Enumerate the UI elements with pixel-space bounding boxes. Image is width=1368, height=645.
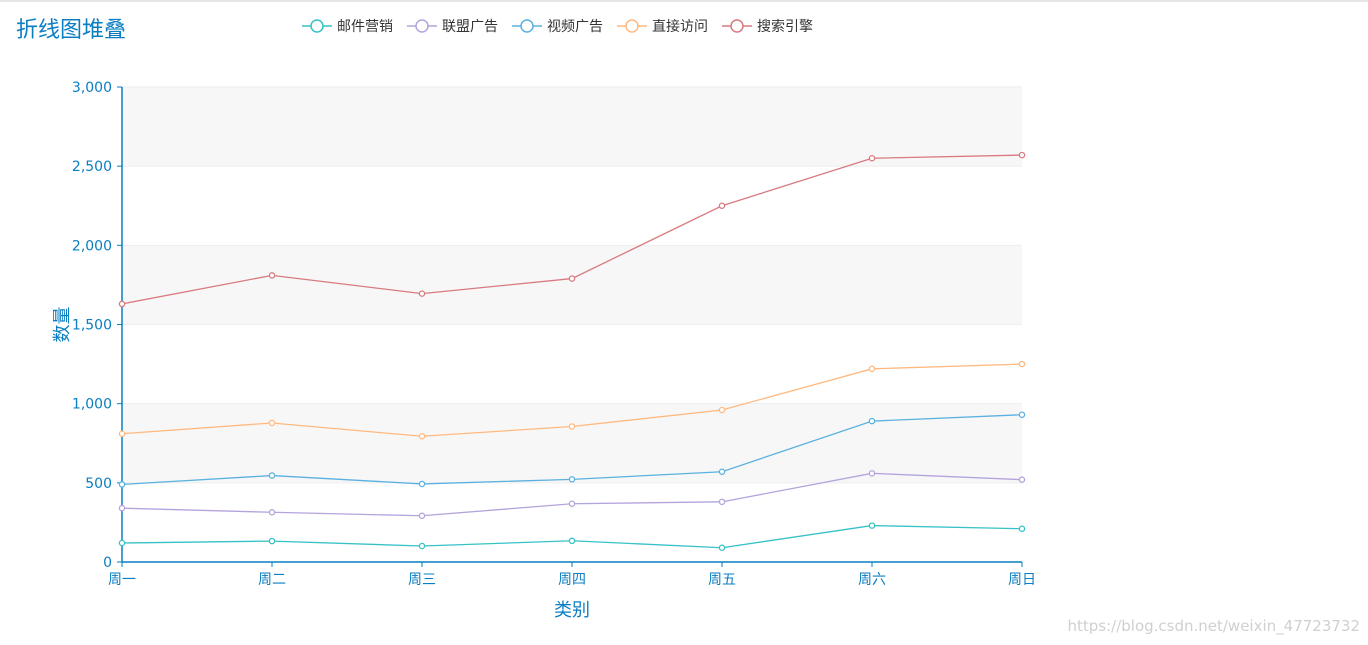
- split-area-band: [122, 87, 1022, 167]
- data-point[interactable]: [1018, 151, 1026, 159]
- data-point[interactable]: [868, 522, 876, 529]
- x-axis-title: 类别: [554, 600, 590, 621]
- data-point[interactable]: [868, 154, 876, 162]
- legend-marker-icon: [722, 19, 752, 33]
- data-point[interactable]: [418, 290, 426, 297]
- split-area-band: [122, 403, 1022, 483]
- legend-item-video[interactable]: 视频广告: [512, 16, 603, 36]
- legend-marker-icon: [617, 19, 647, 33]
- data-point[interactable]: [718, 498, 726, 506]
- legend-marker-icon: [302, 19, 332, 33]
- data-point[interactable]: [268, 509, 276, 516]
- split-area-band: [122, 324, 1022, 404]
- data-point[interactable]: [868, 470, 876, 477]
- x-tick-label: 周五: [708, 572, 736, 588]
- legend-label: 直接访问: [652, 19, 708, 35]
- legend-label: 视频广告: [547, 19, 603, 35]
- data-point[interactable]: [1018, 476, 1026, 483]
- data-point[interactable]: [118, 481, 126, 488]
- y-tick-label: 2,500: [72, 159, 112, 175]
- data-point[interactable]: [1018, 411, 1026, 418]
- chart-title: 折线图堆叠: [16, 18, 127, 43]
- x-tick-label: 周四: [558, 572, 586, 588]
- split-area-band: [122, 245, 1022, 325]
- top-divider: [0, 0, 1368, 2]
- data-point[interactable]: [718, 406, 726, 414]
- x-tick-label: 周六: [858, 572, 886, 588]
- x-tick-label: 周三: [408, 572, 436, 588]
- data-point[interactable]: [568, 537, 576, 545]
- data-point[interactable]: [568, 423, 576, 430]
- split-area-band: [122, 482, 1022, 562]
- legend-marker-icon: [407, 19, 437, 33]
- data-point[interactable]: [418, 480, 426, 488]
- x-tick-label: 周一: [108, 572, 136, 588]
- y-tick-label: 1,500: [72, 318, 112, 334]
- legend-item-email[interactable]: 邮件营销: [302, 16, 393, 36]
- data-point[interactable]: [718, 468, 726, 475]
- watermark: https://blog.csdn.net/weixin_47723732: [1067, 617, 1360, 635]
- x-tick-label: 周二: [258, 572, 286, 588]
- legend-item-direct[interactable]: 直接访问: [617, 16, 708, 36]
- split-area-band: [122, 166, 1022, 246]
- data-point[interactable]: [268, 272, 276, 279]
- data-point[interactable]: [568, 476, 576, 483]
- legend-label: 联盟广告: [442, 19, 498, 35]
- data-point[interactable]: [1018, 525, 1026, 533]
- data-point[interactable]: [268, 472, 276, 479]
- y-tick-label: 1,000: [72, 397, 112, 413]
- chart-legend: 邮件营销 联盟广告 视频广告 直接访问 搜索引擎: [302, 16, 827, 36]
- legend-label: 邮件营销: [337, 19, 393, 35]
- x-tick-label: 周日: [1008, 572, 1036, 588]
- data-point[interactable]: [868, 365, 876, 373]
- data-point[interactable]: [1018, 360, 1026, 368]
- data-point[interactable]: [268, 537, 276, 545]
- y-axis-title: 数量: [52, 307, 73, 343]
- data-point[interactable]: [118, 504, 126, 512]
- legend-label: 搜索引擎: [757, 19, 813, 35]
- y-tick-label: 3,000: [72, 80, 112, 96]
- y-tick-label: 500: [85, 476, 112, 492]
- data-point[interactable]: [868, 417, 876, 425]
- legend-item-alliance[interactable]: 联盟广告: [407, 16, 498, 36]
- y-tick-label: 0: [103, 555, 112, 571]
- data-point[interactable]: [118, 300, 126, 308]
- data-point[interactable]: [418, 512, 426, 520]
- data-point[interactable]: [718, 202, 726, 209]
- data-point[interactable]: [118, 539, 126, 547]
- data-point[interactable]: [718, 544, 726, 552]
- data-point[interactable]: [418, 433, 426, 440]
- data-point[interactable]: [568, 500, 576, 507]
- data-point[interactable]: [418, 542, 426, 550]
- y-tick-label: 2,000: [72, 238, 112, 254]
- data-point[interactable]: [268, 419, 276, 427]
- legend-item-search[interactable]: 搜索引擎: [722, 16, 813, 36]
- data-point[interactable]: [118, 430, 126, 437]
- data-point[interactable]: [568, 275, 576, 282]
- legend-marker-icon: [512, 19, 542, 33]
